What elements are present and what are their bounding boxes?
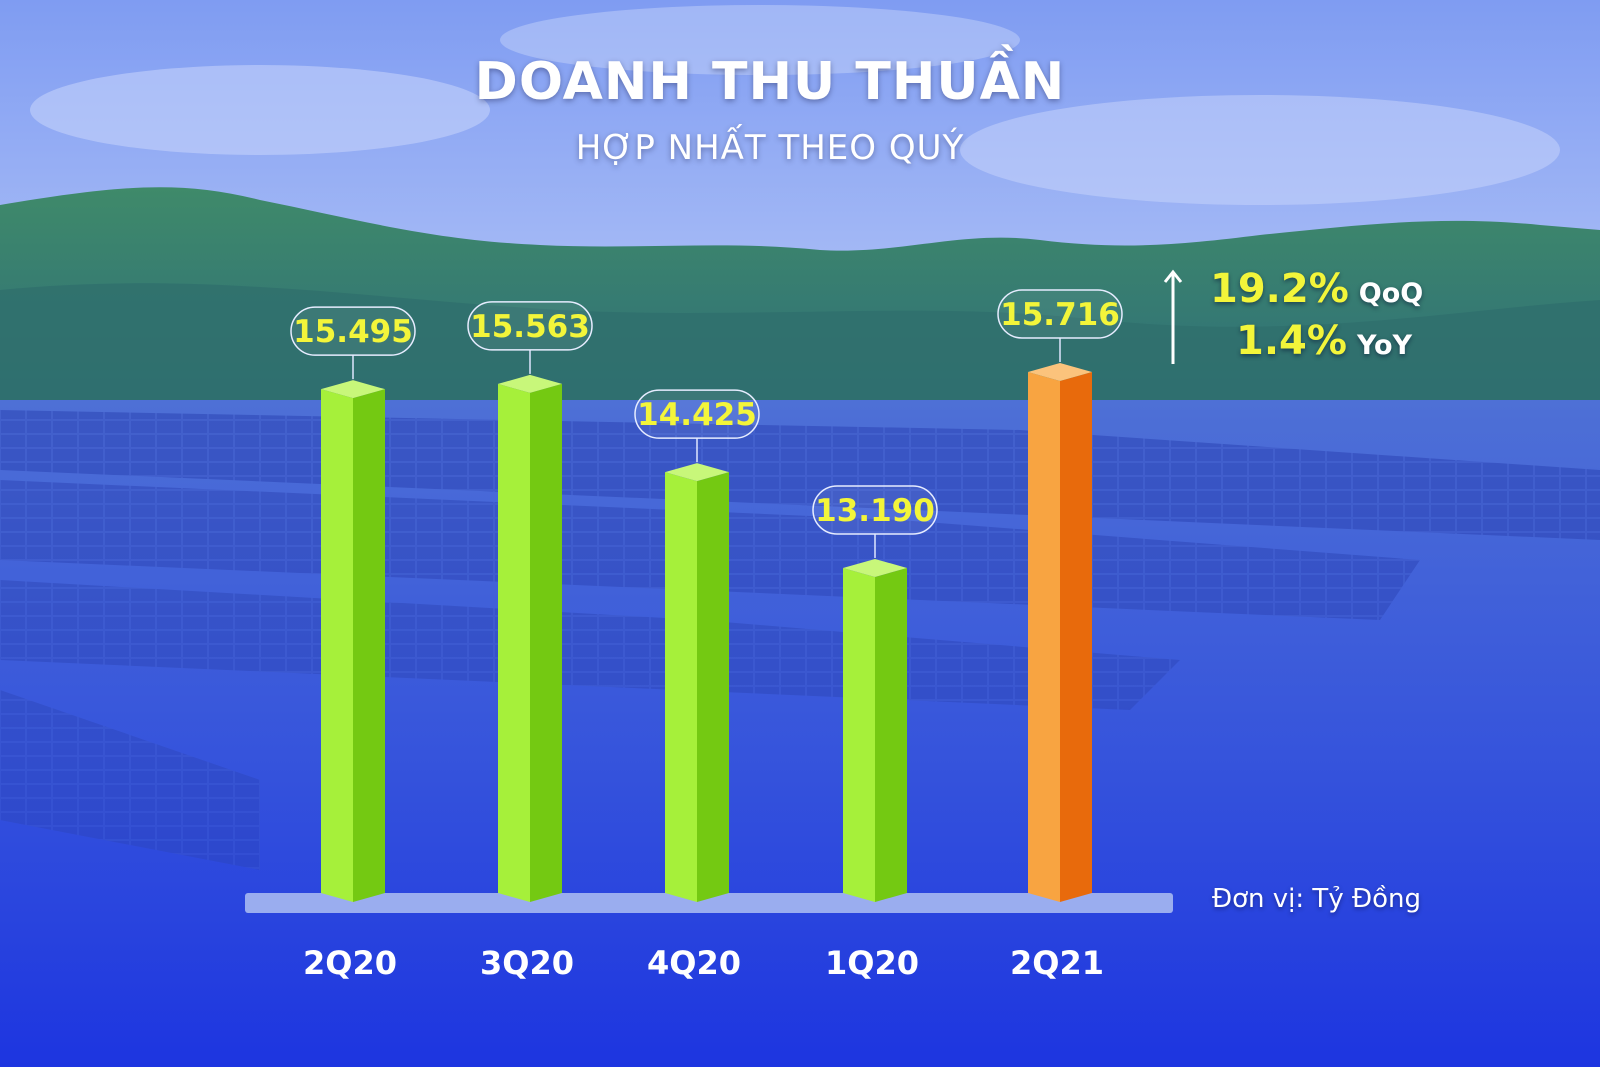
bars-layer: 15.495 2Q20 15.563 3Q20 14.425 4Q20 13.190 1Q20… — [290, 289, 1123, 982]
bar-top — [843, 558, 907, 577]
x-tick-label: 1Q20 — [825, 944, 919, 982]
value-label: 14.425 — [637, 397, 757, 433]
x-tick-label: 3Q20 — [480, 944, 574, 982]
value-label: 13.190 — [815, 493, 935, 529]
x-tick-label: 4Q20 — [647, 944, 741, 982]
baseline-bar — [245, 893, 1173, 913]
bar — [1028, 372, 1060, 902]
value-label-pill — [997, 289, 1123, 339]
bar-side — [697, 472, 729, 902]
value-label: 15.563 — [470, 309, 590, 345]
unit-label: Đơn vị: Tỷ Đồng — [1212, 884, 1422, 914]
cloud — [500, 5, 1020, 75]
bar-top — [665, 463, 729, 482]
solar-roof — [0, 410, 1600, 540]
value-label-pill — [467, 301, 593, 351]
up-arrow-icon — [1163, 269, 1183, 364]
mountains-ridge — [0, 283, 1600, 430]
value-label-pill — [290, 306, 416, 356]
value-label-pill — [634, 389, 760, 439]
qoq-value: 19.2% — [1210, 266, 1349, 312]
bar-top — [498, 374, 562, 393]
bar-side — [353, 389, 385, 902]
cloud — [30, 65, 490, 155]
chart-title: DOANH THU THUẦN — [474, 52, 1066, 112]
bar-side — [1060, 372, 1092, 902]
cloud — [960, 95, 1560, 205]
x-tick-label: 2Q21 — [1010, 944, 1104, 982]
bar-side — [875, 567, 907, 902]
bar — [498, 383, 530, 903]
bar-side — [530, 383, 562, 903]
bar — [843, 567, 875, 902]
chart-subtitle: HỢP NHẤT THEO QUÝ — [575, 128, 965, 168]
bar-top — [1028, 363, 1092, 382]
value-label: 15.716 — [1000, 297, 1120, 333]
yoy-value: 1.4% — [1236, 318, 1347, 364]
qoq-label: QoQ — [1358, 278, 1424, 309]
yoy-label: YoY — [1356, 330, 1413, 361]
solar-roof — [0, 690, 260, 870]
x-tick-label: 2Q20 — [303, 944, 397, 982]
bar — [665, 472, 697, 902]
qoq-growth: 19.2% QoQ — [1210, 266, 1423, 312]
value-label-pill — [812, 485, 938, 535]
bar-top — [321, 380, 385, 399]
bar — [321, 389, 353, 902]
value-label: 15.495 — [293, 314, 413, 350]
yoy-growth: 1.4% YoY — [1236, 318, 1412, 364]
